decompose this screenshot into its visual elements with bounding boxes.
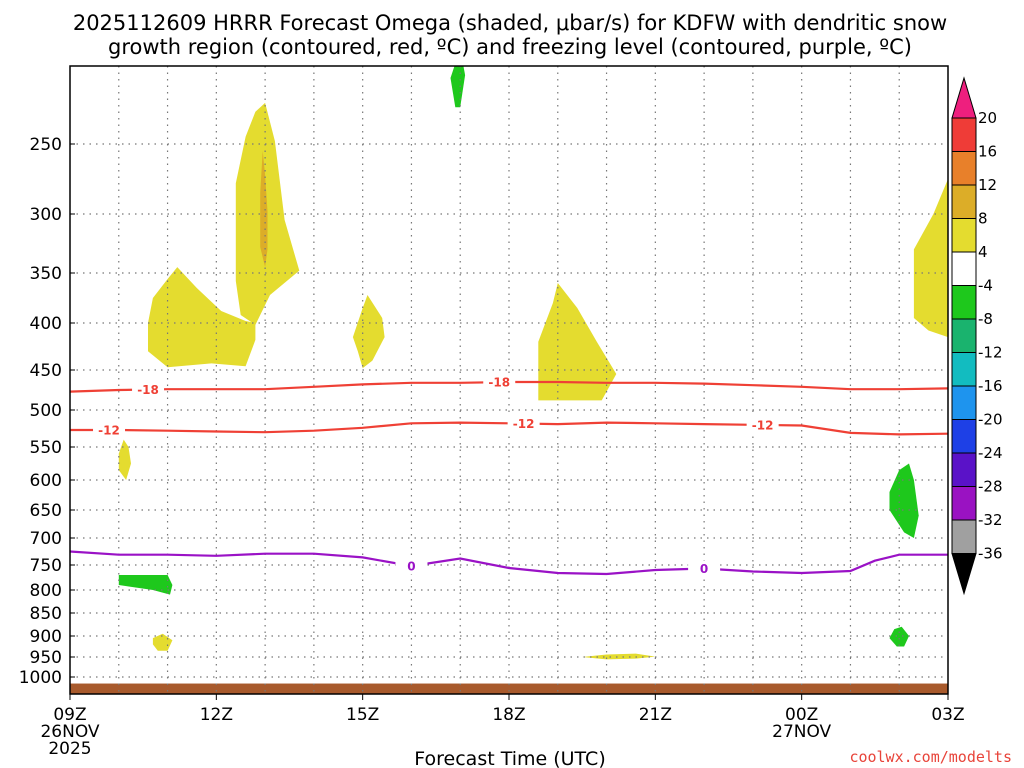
- y-tick-label: 850: [30, 604, 62, 624]
- y-tick-label: 300: [30, 205, 62, 225]
- colorbar-label: -24: [978, 444, 1003, 462]
- dgz-contour-label: -18: [488, 376, 510, 390]
- dgz-contour-label: -12: [752, 418, 774, 432]
- colorbar-label: 4: [978, 243, 988, 261]
- x-tick-year-label: 2025: [48, 739, 91, 759]
- omega-region: [889, 463, 919, 538]
- colorbar-label: -4: [978, 277, 993, 295]
- y-tick-label: 350: [30, 264, 62, 284]
- colorbar-swatch: [951, 184, 977, 219]
- colorbar-swatch: [951, 486, 977, 521]
- colorbar-label: -32: [978, 511, 1003, 529]
- x-tick-date-label: 26NOV: [40, 722, 99, 742]
- dgz-contour-label-bg: [483, 374, 516, 391]
- colorbar-top-arrow: [951, 76, 977, 119]
- y-tick-label: 450: [30, 361, 62, 381]
- y-tick-label: 650: [30, 501, 62, 521]
- y-tick-label: 950: [30, 648, 62, 668]
- colorbar-label: -36: [978, 545, 1003, 563]
- colorbar-swatch: [951, 218, 977, 253]
- omega-region: [352, 295, 385, 369]
- omega-region: [538, 283, 617, 401]
- omega-region: [450, 66, 466, 108]
- colorbar-label: -20: [978, 411, 1003, 429]
- dgz-contour-label: -18: [137, 383, 159, 397]
- y-tick-label: 250: [30, 135, 62, 155]
- dgz-contour-label: -12: [513, 417, 535, 431]
- colorbar-label: -28: [978, 478, 1003, 496]
- omega-region: [889, 626, 909, 647]
- colorbar-swatch: [951, 285, 977, 320]
- source-watermark: coolwx.com/modelts: [849, 748, 1012, 766]
- y-tick-label: 900: [30, 627, 62, 647]
- omega-region: [118, 575, 173, 595]
- x-tick-label: 00Z: [785, 705, 818, 725]
- freezing-level-contour-label-bg: [688, 560, 721, 577]
- y-axis: 250 300 350 400 450 500 550 600 650 700 750 800 850 9…: [19, 135, 75, 688]
- dgz-contour-label: -12: [98, 423, 120, 437]
- surface-ground-band: [70, 683, 948, 694]
- colorbar-label: 12: [978, 176, 997, 194]
- chart-title-line2: growth region (contoured, red, ºC) and f…: [108, 35, 912, 59]
- colorbar-swatch: [951, 452, 977, 487]
- x-tick-label: 18Z: [492, 705, 525, 725]
- omega-colorbar: 20 16 12 8 4 -4 -8 -12 -16 -20 -24 -28 -32 -36: [951, 76, 1003, 596]
- omega-region: [148, 267, 256, 368]
- colorbar-label: 16: [978, 143, 997, 161]
- omega-region: [118, 439, 131, 480]
- y-tick-label: 800: [30, 581, 62, 601]
- contour-layer: -18 -18 -12 -12 -12 0 0: [69, 374, 949, 577]
- colorbar-label: 20: [978, 109, 997, 127]
- colorbar-label: -16: [978, 377, 1003, 395]
- colorbar-swatch: [951, 117, 977, 152]
- x-tick-label: 09Z: [53, 705, 86, 725]
- gridlines: [70, 66, 948, 694]
- freezing-level-contour-label: 0: [407, 560, 415, 574]
- y-tick-label: 600: [30, 471, 62, 491]
- dgz-contour-label-bg: [746, 416, 779, 433]
- colorbar-swatch: [951, 151, 977, 186]
- colorbar-label: 8: [978, 210, 988, 228]
- y-tick-label: 700: [30, 529, 62, 549]
- colorbar-swatch: [951, 419, 977, 454]
- x-tick-date-label: 27NOV: [772, 722, 831, 742]
- omega-region: [235, 102, 300, 325]
- freezing-level-contour-label-bg: [395, 558, 428, 574]
- y-tick-label: 500: [30, 401, 62, 421]
- y-tick-label: 400: [30, 314, 62, 334]
- colorbar-swatch: [951, 318, 977, 353]
- y-tick-label: 550: [30, 438, 62, 458]
- dgz-contour-label-bg: [132, 381, 165, 398]
- omega-region: [913, 179, 948, 338]
- omega-region: [260, 151, 268, 268]
- y-tick-label: 750: [30, 556, 62, 576]
- colorbar-swatch: [951, 352, 977, 387]
- x-axis-label: Forecast Time (UTC): [414, 748, 605, 768]
- x-tick-label: 21Z: [639, 705, 672, 725]
- x-tick-label: 15Z: [346, 705, 379, 725]
- x-tick-label: 12Z: [200, 705, 233, 725]
- omega-region: [152, 633, 173, 651]
- colorbar-bottom-arrow: [951, 553, 977, 596]
- chart-title-line1: 2025112609 HRRR Forecast Omega (shaded, …: [73, 11, 947, 35]
- y-tick-label: 1000: [19, 668, 62, 688]
- dgz-contour-label-bg: [93, 421, 126, 438]
- colorbar-label: -8: [978, 310, 993, 328]
- colorbar-swatch: [951, 385, 977, 420]
- x-tick-label: 03Z: [931, 705, 964, 725]
- colorbar-swatch: [951, 519, 977, 554]
- freezing-level-contour-line: [69, 550, 948, 576]
- freezing-level-contour-label: 0: [700, 562, 708, 576]
- dgz-contour-label-bg: [507, 415, 540, 432]
- colorbar-label: -12: [978, 344, 1003, 362]
- omega-shading-layer: [70, 66, 948, 694]
- colorbar-swatch: [951, 251, 977, 286]
- omega-region: [582, 653, 656, 660]
